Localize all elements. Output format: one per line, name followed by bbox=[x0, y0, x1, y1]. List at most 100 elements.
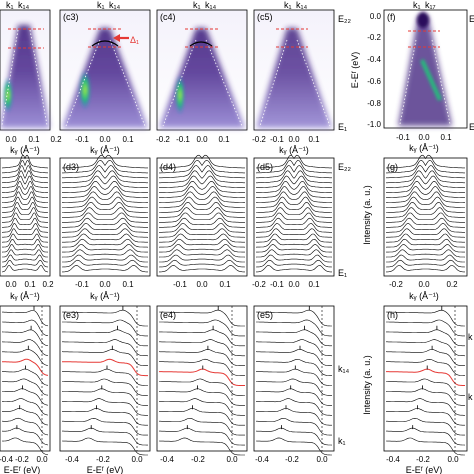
k1-mark: k₁ bbox=[284, 0, 292, 10]
tick: -0.1 bbox=[396, 133, 410, 142]
tick: -0.1 bbox=[270, 280, 284, 289]
edc-curve bbox=[158, 398, 245, 416]
edc-stack bbox=[158, 306, 245, 456]
mdc-curve bbox=[256, 254, 332, 263]
row1-panel-c3: Δ₁ (c3) k₁ k₁₄ -0.1 0.0 0.1 bbox=[59, 0, 151, 144]
tick: 0.0 bbox=[447, 455, 459, 464]
mdc-curve bbox=[159, 186, 245, 198]
mdc-curve bbox=[256, 186, 332, 198]
tick: 0.0 bbox=[288, 280, 300, 289]
panel-label: (c5) bbox=[257, 12, 273, 22]
k14-mark: k₁₄ bbox=[296, 0, 308, 10]
edc-curve bbox=[61, 309, 148, 327]
edc-curve bbox=[159, 339, 245, 357]
panel-label: (e5) bbox=[257, 310, 273, 320]
mdc-curve bbox=[61, 249, 149, 258]
mdc-curve bbox=[256, 217, 332, 228]
tick: 0.1 bbox=[122, 135, 134, 144]
g-ylabel: Intensity (a. u.) bbox=[362, 185, 372, 245]
tick: 0.2 bbox=[446, 280, 458, 289]
mdc-curve bbox=[2, 249, 48, 258]
tick: -0.2 bbox=[191, 455, 205, 464]
mdc-curve bbox=[385, 238, 466, 248]
mdc-stack bbox=[1, 154, 49, 273]
edc-curve bbox=[255, 349, 332, 366]
row1-xlabel: kᵧ (Å⁻¹) bbox=[279, 145, 309, 155]
ytick: -0.6 bbox=[367, 77, 381, 86]
mdc-curve bbox=[2, 254, 48, 263]
mdc-stack bbox=[158, 154, 246, 273]
panel-label: (e4) bbox=[160, 310, 176, 320]
mdc-curve bbox=[386, 196, 465, 208]
row1-xlabel: kᵧ (Å⁻¹) bbox=[90, 145, 120, 155]
e1-label: E₁ bbox=[338, 122, 347, 132]
mdc-curve bbox=[62, 196, 148, 208]
mdc-curve bbox=[256, 154, 332, 169]
edc-curve bbox=[2, 408, 49, 426]
mdc-curve bbox=[159, 196, 245, 208]
edc-curve bbox=[159, 427, 245, 446]
tick: 0.0 bbox=[196, 280, 208, 289]
mdc-stack bbox=[61, 154, 149, 273]
mdc-curve bbox=[61, 217, 149, 228]
k1-mark: k₁ bbox=[97, 0, 105, 10]
mdc-curve bbox=[386, 180, 465, 193]
mdc-curve bbox=[62, 180, 148, 193]
mdc-curve bbox=[256, 191, 332, 203]
tick: -0.1 bbox=[75, 135, 89, 144]
tick: 0.1 bbox=[440, 133, 452, 142]
panel-label: (f) bbox=[387, 12, 396, 22]
row3-xlabel: E-Eᶠ (eV) bbox=[87, 465, 124, 474]
tick: 0.1 bbox=[308, 280, 320, 289]
mdc-curve bbox=[256, 207, 332, 218]
mdc-curve bbox=[386, 201, 465, 213]
tick: 0.1 bbox=[24, 280, 36, 289]
edc-stack bbox=[1, 306, 49, 456]
tick: 0.0 bbox=[418, 133, 430, 142]
panel-label: (d3) bbox=[63, 162, 79, 172]
mdc-curve bbox=[256, 196, 332, 208]
mdc-curve bbox=[62, 154, 148, 169]
edc-curve bbox=[61, 398, 148, 416]
edc-curve bbox=[256, 418, 332, 436]
edc-curve bbox=[159, 319, 245, 337]
edc-curve bbox=[158, 309, 245, 327]
edc-curve bbox=[62, 339, 149, 357]
mdc-curve bbox=[2, 233, 48, 243]
edc-curve bbox=[158, 388, 245, 406]
tick: -0.2 bbox=[156, 135, 170, 144]
edc-curve bbox=[255, 437, 332, 456]
edc-stack bbox=[385, 306, 466, 456]
dispersion-map bbox=[256, 28, 332, 128]
edc-curve bbox=[386, 408, 465, 426]
dispersion-map bbox=[0, 25, 50, 128]
tick: -0.4 bbox=[160, 455, 174, 464]
mdc-curve bbox=[256, 201, 332, 213]
mdc-curve bbox=[62, 212, 148, 223]
edc-curve bbox=[62, 417, 148, 436]
panel-label: (c3) bbox=[63, 12, 79, 22]
row1-panel-c4: (c4) k₁ k₁₄ -0.2 -0.1 0.0 0.1 bbox=[156, 0, 248, 144]
tick: -0.1 bbox=[176, 135, 190, 144]
edc-curve bbox=[256, 408, 332, 426]
edc-curve bbox=[386, 339, 466, 357]
row3-xlabel: E-Eᶠ (eV) bbox=[406, 465, 443, 474]
mdc-curve bbox=[62, 201, 148, 213]
tick: -0.2 bbox=[285, 455, 299, 464]
edc-stack bbox=[61, 306, 149, 456]
mdc-curve bbox=[61, 228, 149, 238]
row2-xlabel: kᵧ (Å⁻¹) bbox=[10, 291, 40, 301]
f-ylabel: E-Eᶠ (eV) bbox=[350, 52, 360, 89]
mdc-curve bbox=[61, 259, 149, 268]
mdc-curve bbox=[386, 244, 465, 253]
row3-panel-e4: (e4) -0.4 -0.2 0.0 bbox=[156, 305, 248, 464]
e22-label: E₂₂ bbox=[338, 162, 351, 172]
edc-curve bbox=[62, 378, 149, 396]
mdc-curve bbox=[386, 175, 465, 188]
k1-mark: k₁ bbox=[413, 0, 421, 10]
tick: -0.1 bbox=[173, 280, 187, 289]
mdc-curve bbox=[62, 223, 148, 233]
edc-curve bbox=[62, 427, 148, 446]
row3-panel-h: (h) Intensity (a. u.) k k -0.4 -0.2 0.0 bbox=[362, 305, 473, 464]
row2-xlabel: kᵧ (Å⁻¹) bbox=[409, 291, 439, 301]
